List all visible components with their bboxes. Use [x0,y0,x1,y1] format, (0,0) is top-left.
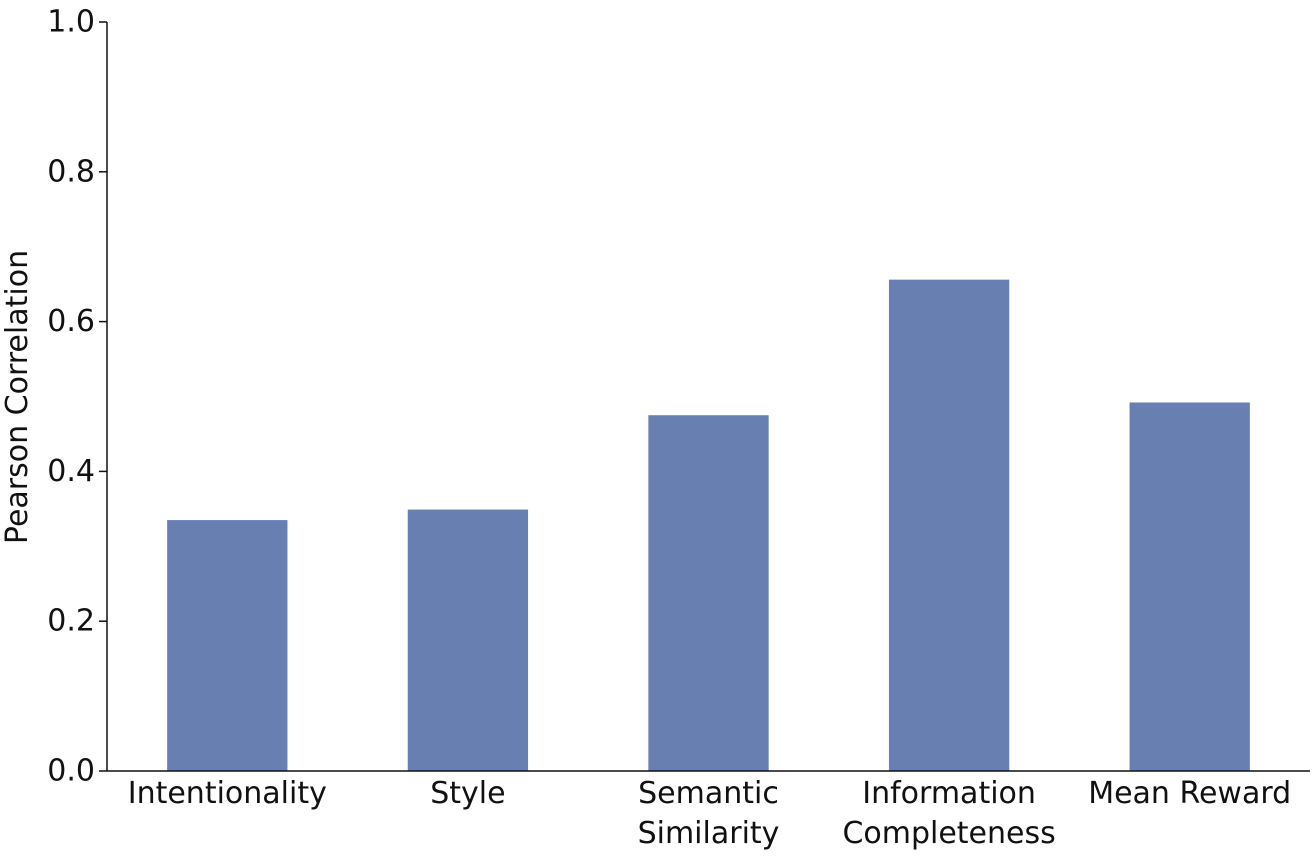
x-category-label: Information Completeness [842,776,1055,851]
x-category-label: Semantic Similarity [638,776,780,851]
x-category-label-line: Mean Reward [1088,776,1291,811]
y-tick-label: 1.0 [47,5,95,40]
y-tick-label: 0.6 [47,304,95,339]
y-axis-title-group: Pearson Correlation [0,250,35,544]
bar [1129,402,1250,771]
x-category-label: Mean Reward [1088,776,1291,811]
x-labels-group: Intentionality Style Semantic Similarity Inf… [128,776,1291,851]
y-tick-label: 0.2 [47,604,95,639]
bar [888,279,1010,771]
y-axis-title: Pearson Correlation [0,250,35,544]
x-category-label-line: Completeness [842,816,1055,851]
y-ticks-group: 0.0 0.2 0.4 0.6 0.8 1.0 [47,5,107,789]
bars-group [167,279,1250,771]
x-category-label-line: Information [862,776,1036,811]
y-tick-label: 0.8 [47,154,95,189]
x-category-label-line: Style [430,776,505,811]
x-category-label-line: Similarity [638,816,780,851]
bar [407,509,529,771]
y-tick-label: 0.4 [47,454,95,489]
x-category-label-line: Intentionality [128,776,327,811]
bar [167,520,288,771]
x-category-label: Style [430,776,505,811]
bar [648,415,769,771]
x-category-label: Intentionality [128,776,327,811]
x-category-label-line: Semantic [638,776,779,811]
y-tick-label: 0.0 [47,754,95,789]
